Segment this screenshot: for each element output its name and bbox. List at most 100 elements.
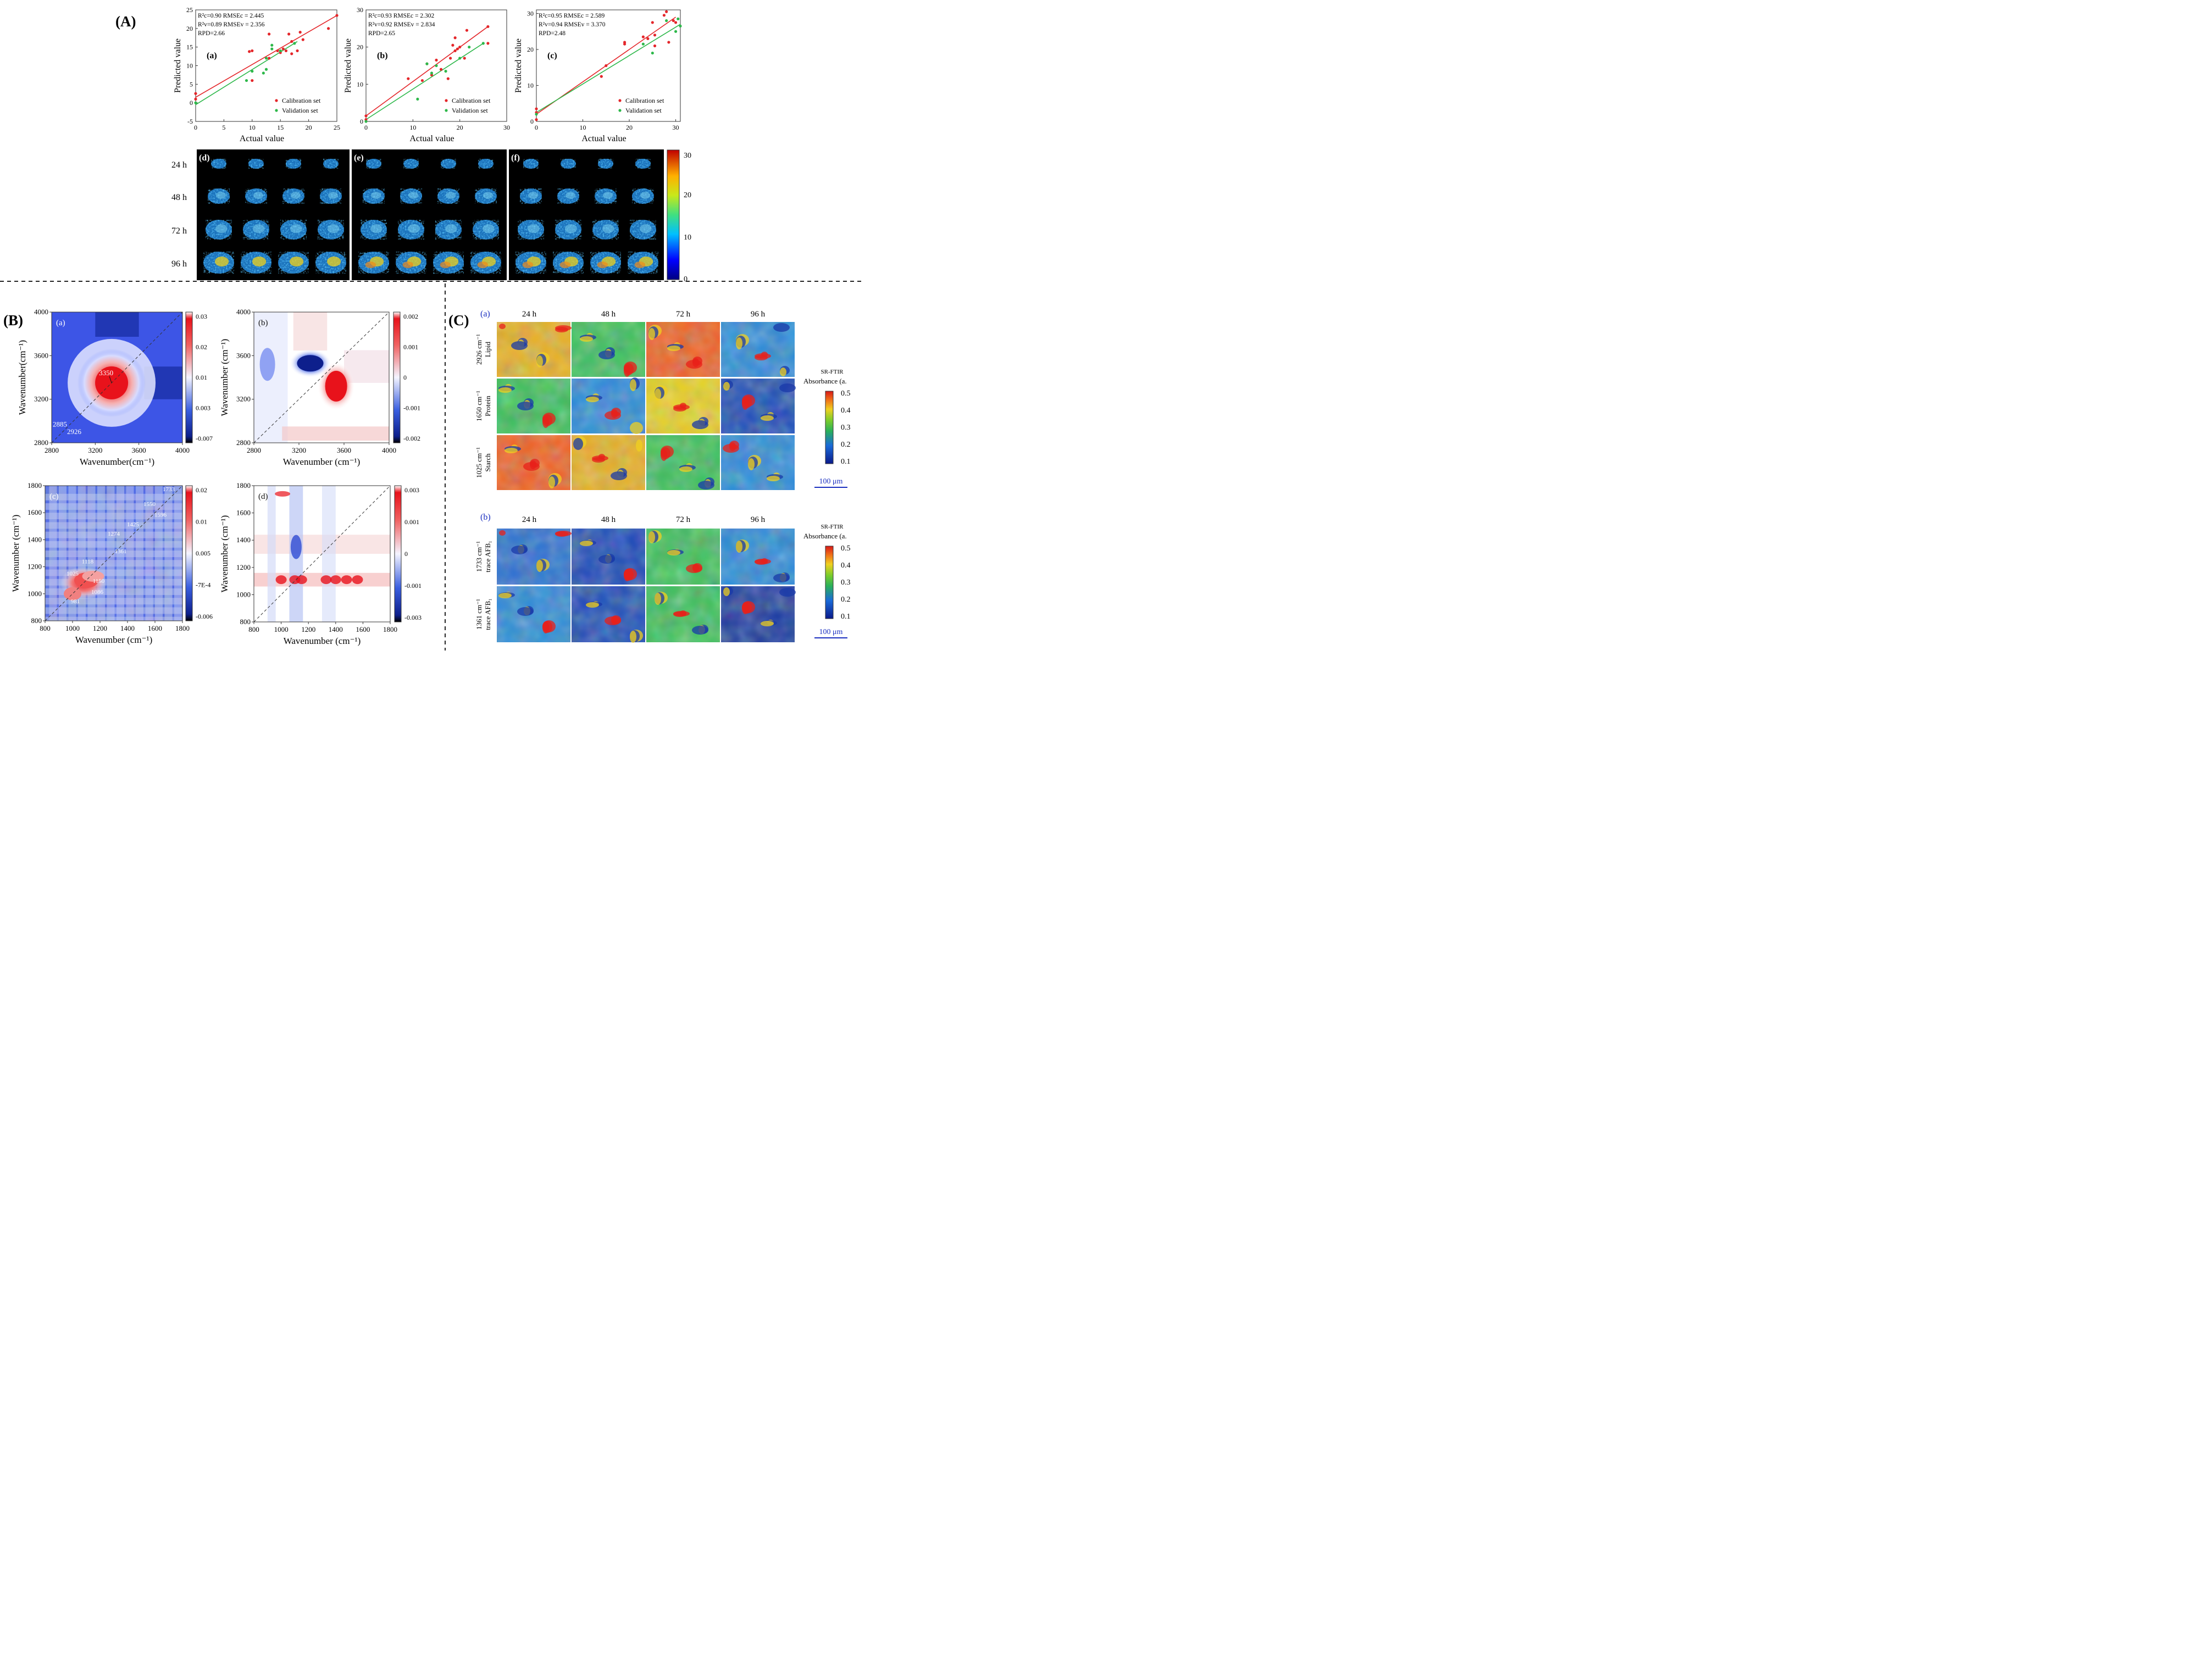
- ftir-map-spot: [517, 607, 534, 616]
- calibration-point: [458, 46, 462, 49]
- y-axis-label: Wavenumber (cm⁻¹): [219, 515, 230, 593]
- y-tick-label: 1600: [236, 509, 251, 517]
- subplot-label: (a): [480, 309, 490, 319]
- calibration-point: [364, 114, 368, 118]
- y-tick-label: 3600: [34, 351, 48, 359]
- calibration-point: [449, 57, 452, 60]
- ftir-map-spot: [598, 555, 615, 564]
- hsi-row-label: 48 h: [171, 193, 187, 202]
- colorbar-tick: -0.006: [196, 613, 213, 620]
- hsi-kernel-texture: [598, 159, 613, 169]
- x-tick-label: 30: [503, 124, 510, 131]
- x-tick-label: 1000: [65, 624, 80, 632]
- calibration-fit-line: [365, 26, 489, 116]
- colorbar-tick: -0.002: [403, 435, 420, 442]
- hsi-kernel-highlight: [328, 224, 340, 233]
- x-axis-label: Wavenumber (cm⁻¹): [283, 457, 361, 467]
- subplot-label: (a): [207, 51, 217, 60]
- calibration-point: [674, 21, 678, 24]
- x-tick-label: 3200: [88, 446, 102, 454]
- ftir-map-spot: [630, 422, 643, 434]
- colorbar: [185, 485, 193, 621]
- scale-bar-label: 100 μm: [819, 477, 843, 486]
- ftir-map-spot: [773, 574, 790, 582]
- row-label: 1733 cm⁻¹: [475, 541, 483, 572]
- map-negative-peak: [290, 535, 302, 559]
- y-tick-label: 800: [240, 618, 251, 626]
- validation-point: [270, 47, 274, 51]
- x-tick-label: 1400: [120, 624, 135, 632]
- calibration-point: [486, 25, 490, 29]
- hsi-kernel-highlight: [408, 192, 418, 199]
- legend-marker: [445, 99, 448, 102]
- validation-fit-line: [536, 24, 681, 113]
- y-tick-label: 1400: [236, 536, 251, 544]
- hsi-kernel-highlight: [566, 192, 575, 199]
- validation-point: [270, 43, 274, 47]
- stats-text: R²c=0.90 RMSEc = 2.445: [198, 13, 264, 19]
- validation-point: [535, 113, 538, 116]
- ftir-map-spot: [761, 415, 774, 421]
- validation-point: [435, 64, 438, 68]
- column-label: 48 h: [601, 310, 616, 319]
- map-body: [254, 486, 390, 622]
- validation-point: [264, 68, 268, 71]
- hsi-row-label: 24 h: [171, 160, 187, 170]
- stats-text: RPD=2.65: [368, 30, 395, 37]
- peak-annotation: 1025: [66, 571, 79, 577]
- calibration-point: [296, 49, 299, 53]
- calibration-point: [290, 40, 293, 43]
- validation-point: [458, 57, 462, 60]
- ftir-map-spot: [605, 411, 621, 420]
- ftir-map-spot: [648, 328, 655, 340]
- x-tick-label: 20: [626, 124, 633, 131]
- y-axis-label: Predicted value: [173, 38, 182, 93]
- hsi-kernel-highlight: [290, 257, 304, 266]
- hsi-kernel-highlight: [370, 224, 382, 233]
- hsi-kernel-highlight: [565, 224, 577, 233]
- ftir-map-spot: [655, 593, 661, 605]
- y-tick-label: 30: [357, 6, 363, 14]
- x-tick-label: 1000: [274, 625, 289, 633]
- x-tick-label: 10: [249, 124, 256, 131]
- colorbar: [393, 312, 401, 443]
- peak-annotation: 1118: [82, 558, 94, 565]
- figure-stage: (A) (B) (C) 0 5 10 15 20 25 -5 0 5 10 15 20 25 Actual…: [0, 0, 862, 650]
- validation-point: [674, 30, 678, 33]
- scatter-plot-c: 0 10 20 30 0 10 20 30 Actual value Predicted valu…: [514, 9, 682, 143]
- calibration-point: [446, 77, 450, 80]
- panel-label-B: (B): [3, 312, 23, 329]
- peak-annotation: 1086: [91, 589, 104, 596]
- ftir-map-spot: [630, 379, 636, 391]
- x-tick-label: 2800: [45, 446, 59, 454]
- stats-text: R²c=0.93 RMSEc = 2.302: [368, 13, 434, 19]
- colorbar-tick: 0.003: [404, 486, 419, 494]
- figure-canvas: (A) (B) (C) 0 5 10 15 20 25-50510152025Actual…: [0, 6, 862, 650]
- y-axis-label: Predicted value: [343, 38, 353, 93]
- ftir-map-spot: [779, 383, 796, 392]
- y-tick-label: 4000: [236, 308, 251, 316]
- y-tick-label: 3600: [236, 351, 251, 359]
- row-label: 1025 cm⁻¹: [475, 447, 483, 478]
- subplot-label: (b): [377, 51, 388, 60]
- calibration-point: [465, 29, 469, 32]
- row-label: 1650 cm⁻¹: [475, 391, 483, 421]
- column-label: 96 h: [751, 515, 766, 524]
- map-band: [293, 312, 328, 351]
- x-tick-label: 5: [222, 124, 225, 131]
- y-axis-label: Wavenumber (cm⁻¹): [10, 515, 21, 592]
- calibration-fit-line: [195, 15, 337, 98]
- peak-annotation: 1425: [127, 521, 140, 528]
- map-band: [267, 486, 276, 622]
- ftir-map-spot: [773, 323, 790, 332]
- legend-label: Validation set: [282, 107, 318, 114]
- calibration-point: [268, 32, 271, 36]
- map-body: [254, 312, 389, 443]
- hsi-kernel-texture: [323, 159, 339, 169]
- ftir-map-spot: [555, 531, 568, 537]
- map-band: [322, 486, 336, 622]
- hsi-kernel-highlight: [445, 224, 457, 233]
- colorbar-tick: -0.007: [196, 435, 213, 442]
- legend-marker: [618, 109, 622, 112]
- hsi-panel-label: (e): [354, 153, 364, 163]
